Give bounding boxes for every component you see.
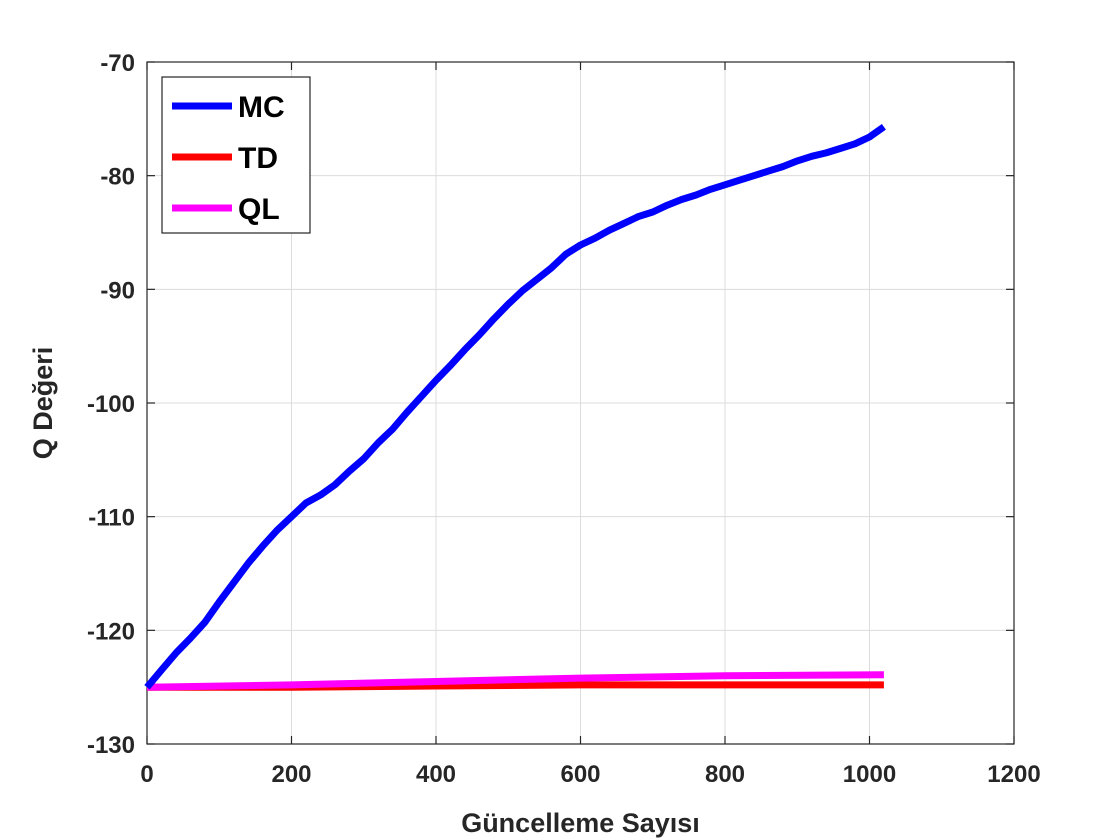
legend-label-mc: MC [238,91,285,124]
x-axis-ticks: 0 200 400 600 800 1000 1200 [140,62,1041,788]
series-line-ql [146,671,884,691]
y-tick-label: -70 [100,50,135,77]
x-tick-label: 800 [705,761,745,788]
x-tick-label: 200 [271,761,311,788]
y-axis-label: Q Değeri [28,347,58,460]
legend-label-td: TD [238,142,278,175]
x-tick-label: 400 [416,761,456,788]
series-line-mc [144,123,886,690]
y-tick-label: -120 [87,618,135,645]
x-tick-label: 600 [560,761,600,788]
x-tick-label: 0 [140,761,153,788]
y-tick-label: -130 [87,732,135,759]
y-tick-label: -80 [100,164,135,191]
x-axis-label: Güncelleme Sayısı [461,808,700,838]
y-tick-label: -90 [100,277,135,304]
y-tick-label: -100 [87,391,135,418]
x-tick-label: 1200 [987,761,1040,788]
x-tick-label: 1000 [843,761,896,788]
legend-label-ql: QL [238,193,280,226]
y-axis-ticks: -130 -120 -110 -100 -90 -80 -70 [87,50,1014,759]
legend: MC TD QL [161,76,311,234]
series-lines [144,123,886,691]
y-tick-label: -110 [88,505,135,532]
